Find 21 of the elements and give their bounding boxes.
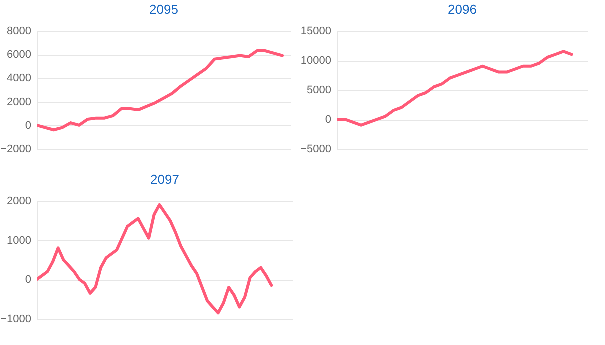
y-tick-label: −2000: [0, 144, 32, 156]
y-tick-label: 5000: [307, 84, 332, 96]
y-tick-label: −5000: [300, 144, 332, 156]
y-tick-label: 2000: [7, 96, 32, 108]
y-tick-label: 8000: [7, 26, 32, 38]
y-tick-label: 1000: [7, 234, 32, 247]
chart-title: 2096: [448, 2, 477, 17]
chart-title: 2097: [150, 172, 180, 187]
y-tick-label: 0: [325, 114, 332, 126]
y-tick-label: 6000: [7, 49, 32, 62]
y-tick-label: 4000: [7, 72, 32, 85]
y-tick-label: 15000: [300, 26, 332, 38]
y-tick-label: 2000: [7, 196, 32, 208]
line-series: [337, 50, 574, 127]
chart-title: 2095: [150, 2, 178, 17]
y-tick-label: 0: [25, 120, 32, 132]
y-tick-label: 10000: [300, 55, 332, 67]
line-series: [37, 203, 274, 315]
y-tick-label: −1000: [0, 314, 32, 326]
y-tick-label: 0: [25, 274, 32, 286]
line-series: [37, 50, 284, 132]
